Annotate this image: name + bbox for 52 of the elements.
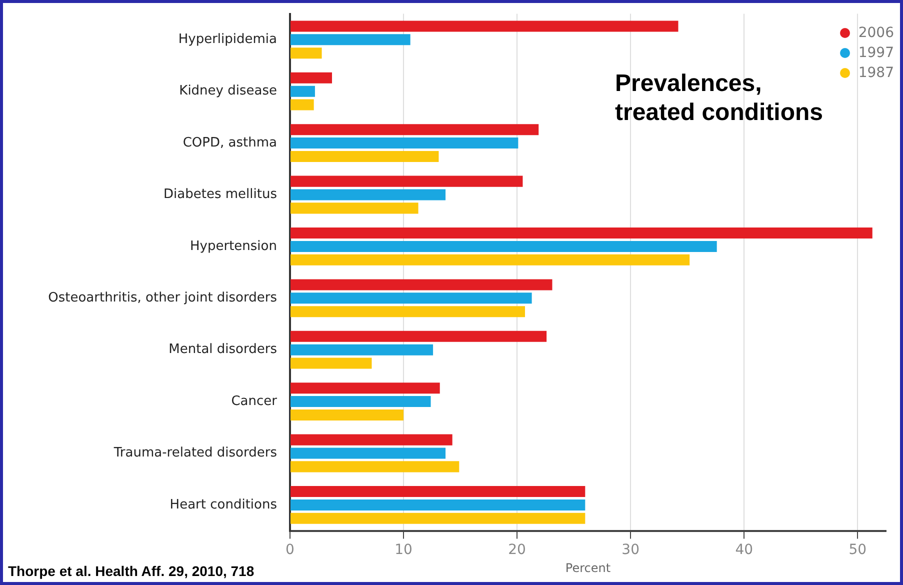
- bar: [290, 409, 404, 421]
- bar: [290, 306, 525, 318]
- x-tick-label: 50: [848, 542, 867, 558]
- text: Prevalences, treated conditions: [615, 69, 824, 127]
- y-tick-label: Kidney disease: [179, 84, 277, 99]
- bar: [290, 461, 460, 472]
- legend-label: 2006: [858, 25, 894, 41]
- bar: [290, 254, 690, 266]
- bar: [290, 176, 523, 187]
- y-tick-label: Mental disorders: [168, 342, 278, 358]
- bar: [290, 189, 446, 200]
- y-tick-label: Hypertension: [190, 238, 277, 254]
- x-tick-label: 40: [735, 542, 754, 558]
- y-tick-label: Cancer: [231, 394, 278, 409]
- bar: [290, 240, 717, 252]
- y-tick-label: Trauma-related disorders: [112, 446, 278, 461]
- bar: [290, 138, 518, 149]
- bar: [290, 48, 322, 59]
- x-axis-title: Percent: [565, 560, 611, 575]
- y-tick-label: Hyperlipidemia: [178, 32, 277, 48]
- bar: [290, 434, 452, 446]
- bar: [290, 99, 314, 110]
- bar: [290, 227, 872, 239]
- x-tick-label: 30: [622, 542, 640, 558]
- x-tick-label: 20: [508, 542, 526, 558]
- bar: [290, 382, 440, 394]
- bar: [290, 486, 586, 498]
- bar: [290, 202, 418, 214]
- bar: [290, 150, 439, 162]
- bar: [290, 448, 446, 459]
- legend-label: 1987: [858, 65, 894, 81]
- bar: [290, 396, 431, 408]
- bar: [290, 34, 410, 46]
- bar: [290, 20, 678, 32]
- bar: [290, 344, 434, 356]
- x-tick-label: 0: [286, 542, 294, 558]
- bar: [290, 499, 586, 510]
- y-tick-label: Heart conditions: [170, 497, 278, 512]
- bar: [290, 512, 586, 524]
- legend-label: 1997: [858, 45, 894, 61]
- bar: [290, 330, 547, 342]
- bar: [290, 86, 315, 97]
- y-tick-label: Diabetes mellitus: [164, 187, 278, 202]
- y-tick-label: COPD, asthma: [182, 135, 277, 150]
- x-tick-label: 10: [394, 542, 412, 558]
- bar: [290, 124, 539, 136]
- text: Thorpe et al. Health Aff. 29, 2010, 718: [8, 563, 254, 579]
- bar: [290, 292, 532, 304]
- bar: [290, 72, 332, 84]
- bar: [290, 279, 552, 290]
- bar: [290, 358, 372, 369]
- y-tick-label: Osteoarthritis, other joint disorders: [48, 290, 278, 306]
